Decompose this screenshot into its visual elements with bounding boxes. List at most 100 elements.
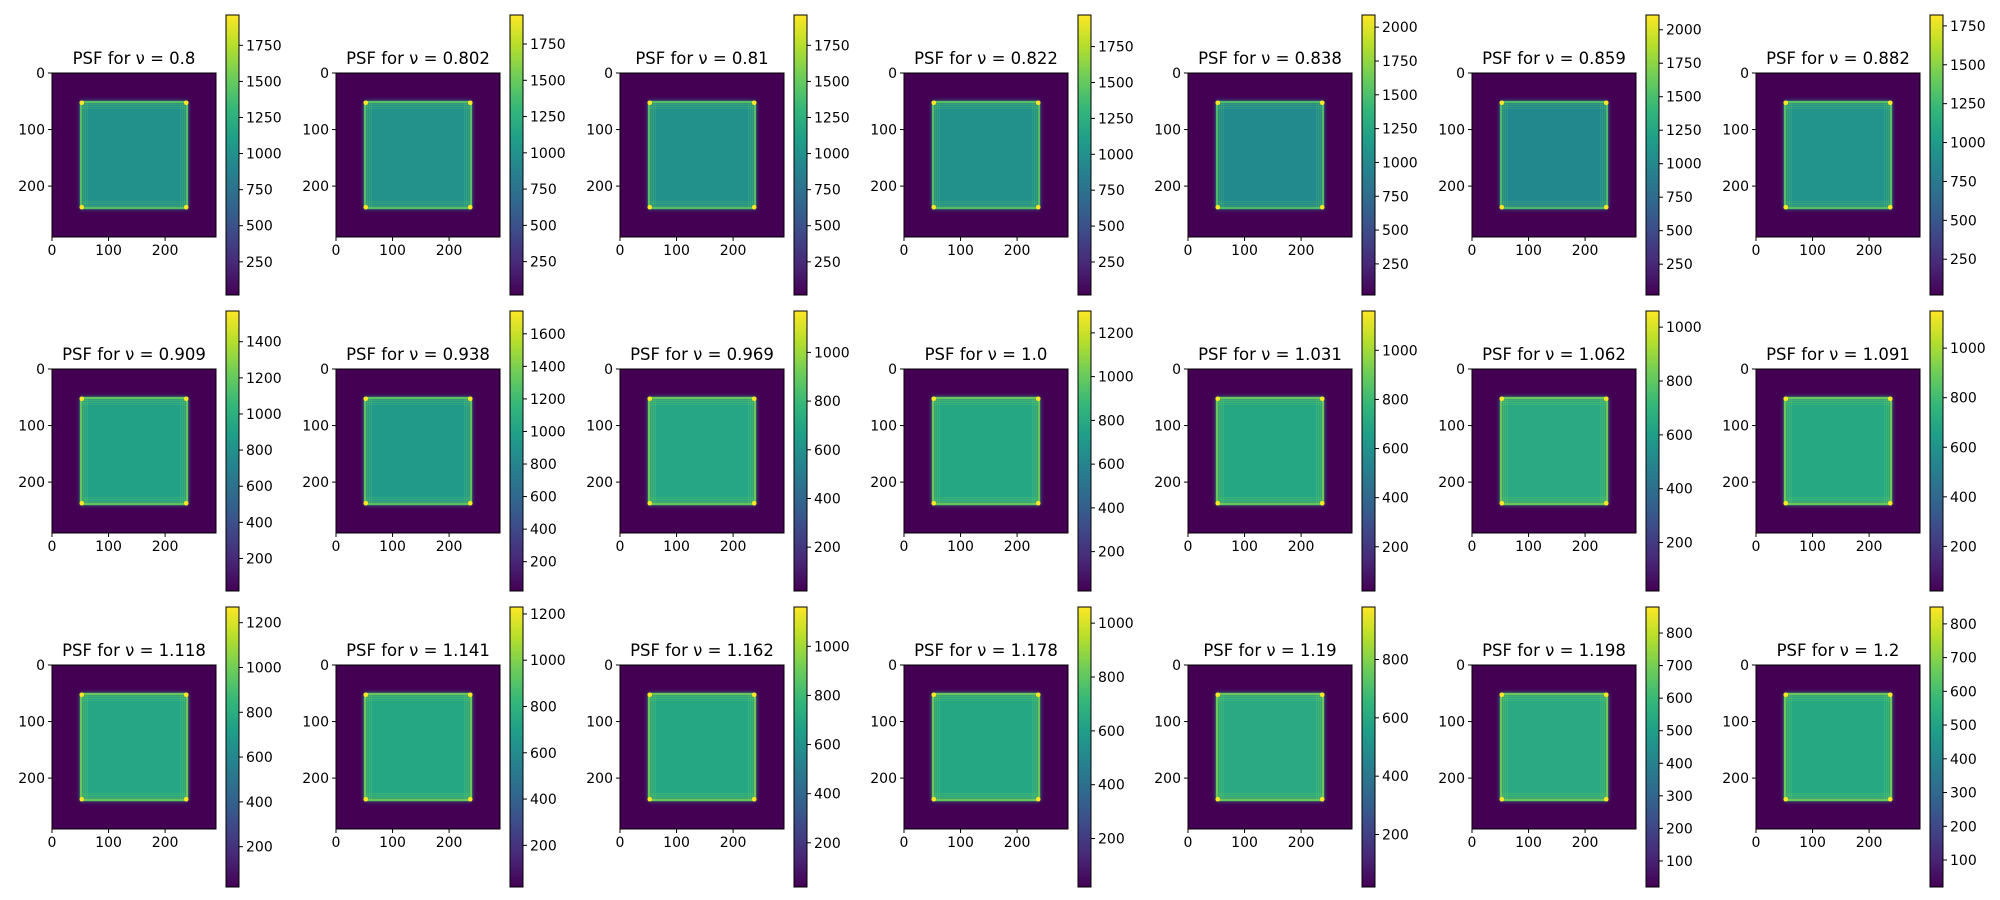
colorbar-tick-label: 800	[1666, 626, 1693, 642]
psf-corner-peak	[363, 396, 369, 402]
psf-corner-peak	[363, 100, 369, 106]
psf-panel: PSF for ν = 0.882 0 100 200 0 100 200 250 500 750…	[1722, 14, 1986, 296]
psf-panel: PSF for ν = 1.141 0 100 200 0 100 200 200 400 600…	[302, 606, 566, 888]
psf-edge-fringes	[931, 396, 1041, 506]
colorbar-tick-label: 600	[246, 479, 273, 495]
psf-panel: PSF for ν = 1.0 0 100 200 0 100 200 200 400 600 80…	[870, 310, 1134, 592]
psf-panel: PSF for ν = 0.8 0 100 200 0 100 200 250 500 750 10…	[18, 14, 282, 296]
axes-frame	[51, 72, 217, 238]
psf-corner-peak	[79, 396, 85, 402]
colorbar-tick-label: 750	[814, 183, 841, 199]
y-tick-label: 0	[1172, 362, 1181, 378]
colorbar-tick-label: 400	[1382, 769, 1409, 785]
psf-corner-peak	[79, 796, 85, 802]
psf-corner-peak	[647, 796, 653, 802]
x-tick-label: 200	[720, 539, 747, 555]
y-tick-label: 100	[18, 419, 45, 435]
psf-corner-peak	[79, 204, 85, 210]
y-tick-label: 100	[302, 715, 329, 731]
axes-frame	[1187, 368, 1353, 534]
colorbar-tick-label: 100	[1950, 853, 1977, 869]
colorbar-tick-label: 250	[1666, 257, 1693, 273]
psf-corner-peak	[1035, 500, 1041, 506]
psf-image	[336, 369, 500, 533]
psf-image	[52, 73, 216, 237]
colorbar-gradient	[1929, 606, 1944, 888]
y-tick-label: 100	[302, 123, 329, 139]
colorbar-tick-label: 1500	[1098, 75, 1134, 91]
colorbar: 250 500 750 1000 1250 1500 1750	[793, 14, 850, 296]
y-tick-label: 200	[18, 179, 45, 195]
psf-corner-peak	[467, 692, 473, 698]
colorbar-gradient	[509, 310, 524, 592]
colorbar-tick-label: 500	[1666, 224, 1693, 240]
colorbar-gradient	[1077, 14, 1092, 296]
psf-corner-peak	[1499, 796, 1505, 802]
y-tick-label: 100	[1722, 715, 1749, 731]
psf-corner-peak	[751, 204, 757, 210]
subplot-grid: PSF for ν = 0.80 100 200010020025050075010…	[18, 14, 1986, 888]
colorbar: 200 400 600 800 1000 1200	[225, 606, 282, 888]
psf-corner-peak	[647, 396, 653, 402]
psf-panel: PSF for ν = 1.162 0 100 200 0 100 200 200 400 600…	[586, 606, 850, 888]
y-tick-label: 0	[1456, 66, 1465, 82]
psf-image	[336, 73, 500, 237]
psf-image	[1756, 73, 1920, 237]
y-tick-label: 200	[586, 179, 613, 195]
y-tick-label: 100	[870, 123, 897, 139]
psf-corner-peak	[467, 796, 473, 802]
colorbar-tick-label: 1250	[1666, 123, 1702, 139]
panel-title: PSF for ν = 1.198	[1482, 641, 1626, 660]
psf-panel: PSF for ν = 1.062 0 100 200 0 100 200 200 400 600…	[1438, 310, 1702, 592]
psf-corner-peak	[363, 692, 369, 698]
psf-plateau	[1500, 397, 1608, 505]
axis-ticks: 0 100 200 0 100 200	[18, 66, 178, 259]
psf-corner-peak	[79, 692, 85, 698]
y-tick-label: 0	[604, 658, 613, 674]
psf-edge-fringes	[1215, 396, 1325, 506]
x-tick-label: 0	[332, 835, 341, 851]
colorbar-tick-label: 200	[1098, 832, 1125, 848]
colorbar-tick-label: 1000	[814, 147, 850, 163]
psf-corner-peak	[1499, 500, 1505, 506]
y-tick-label: 0	[36, 362, 45, 378]
colorbar-tick-label: 1500	[530, 73, 566, 89]
colorbar: 200 400 600 800 1000	[793, 606, 850, 888]
y-tick-label: 100	[18, 123, 45, 139]
colorbar-tick-label: 1500	[1950, 58, 1986, 74]
panel-title: PSF for ν = 0.969	[630, 345, 774, 364]
psf-panel: PSF for ν = 1.118 0 100 200 0 100 200 200 400 600…	[18, 606, 282, 888]
colorbar: 200 400 600 800 1000 1200 1400	[225, 310, 282, 592]
psf-corner-peak	[1319, 692, 1325, 698]
psf-edge-fringes	[1783, 692, 1893, 802]
psf-corner-peak	[931, 500, 937, 506]
axes-frame	[335, 72, 501, 238]
psf-edge-fringes	[647, 396, 757, 506]
colorbar: 200 400 600 800 1000	[1077, 606, 1134, 888]
x-tick-label: 100	[1231, 835, 1258, 851]
colorbar-tick-label: 200	[246, 840, 273, 856]
colorbar-tick-label: 600	[1950, 440, 1977, 456]
colorbar: 250 500 750 1000 1250 1500 1750	[509, 14, 566, 296]
colorbar: 200 400 600 800 1000 1200	[509, 606, 566, 888]
psf-plateau	[364, 101, 472, 209]
psf-plateau	[1500, 101, 1608, 209]
colorbar-tick-label: 1000	[1950, 341, 1986, 357]
psf-corner-peak	[1887, 796, 1893, 802]
psf-edge-fringes	[647, 692, 757, 802]
colorbar-tick-label: 200	[1098, 545, 1125, 561]
colorbar-tick-label: 1000	[1098, 616, 1134, 632]
colorbar-tick-label: 800	[1382, 392, 1409, 408]
colorbar: 200 400 600 800 1000	[1645, 310, 1702, 592]
colorbar-tick-label: 1750	[1950, 19, 1986, 35]
panel-title: PSF for ν = 0.909	[62, 345, 206, 364]
panel-title: PSF for ν = 0.822	[914, 49, 1058, 68]
x-tick-label: 200	[720, 243, 747, 259]
colorbar-tick-label: 1000	[246, 407, 282, 423]
x-tick-label: 0	[332, 243, 341, 259]
psf-corner-peak	[1319, 796, 1325, 802]
psf-corner-peak	[1887, 100, 1893, 106]
y-tick-label: 200	[1438, 771, 1465, 787]
y-tick-label: 200	[870, 771, 897, 787]
y-tick-label: 0	[888, 362, 897, 378]
